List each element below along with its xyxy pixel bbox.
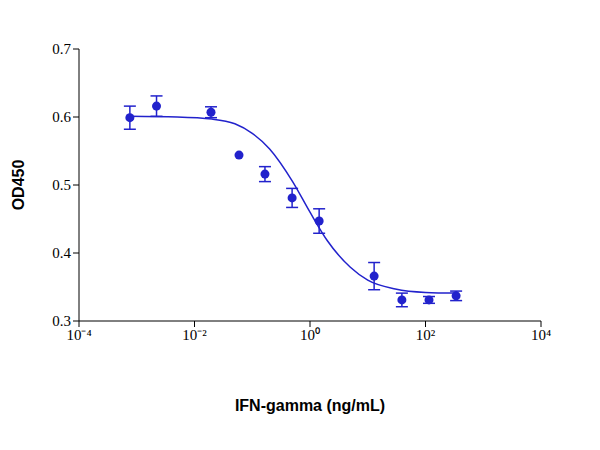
svg-text:10⁻²: 10⁻² — [182, 327, 207, 343]
svg-text:10⁴: 10⁴ — [531, 327, 551, 343]
svg-text:0.5: 0.5 — [52, 177, 71, 193]
svg-text:10⁰: 10⁰ — [300, 327, 320, 343]
svg-text:0.4: 0.4 — [52, 245, 71, 261]
svg-text:10²: 10² — [416, 327, 436, 343]
svg-text:0.3: 0.3 — [52, 313, 71, 329]
svg-text:0.7: 0.7 — [52, 41, 71, 57]
svg-text:IFN-gamma (ng/mL): IFN-gamma (ng/mL) — [235, 397, 385, 414]
svg-text:10⁻⁴: 10⁻⁴ — [66, 326, 92, 343]
svg-text:OD450: OD450 — [10, 160, 27, 211]
svg-text:0.6: 0.6 — [52, 109, 71, 125]
